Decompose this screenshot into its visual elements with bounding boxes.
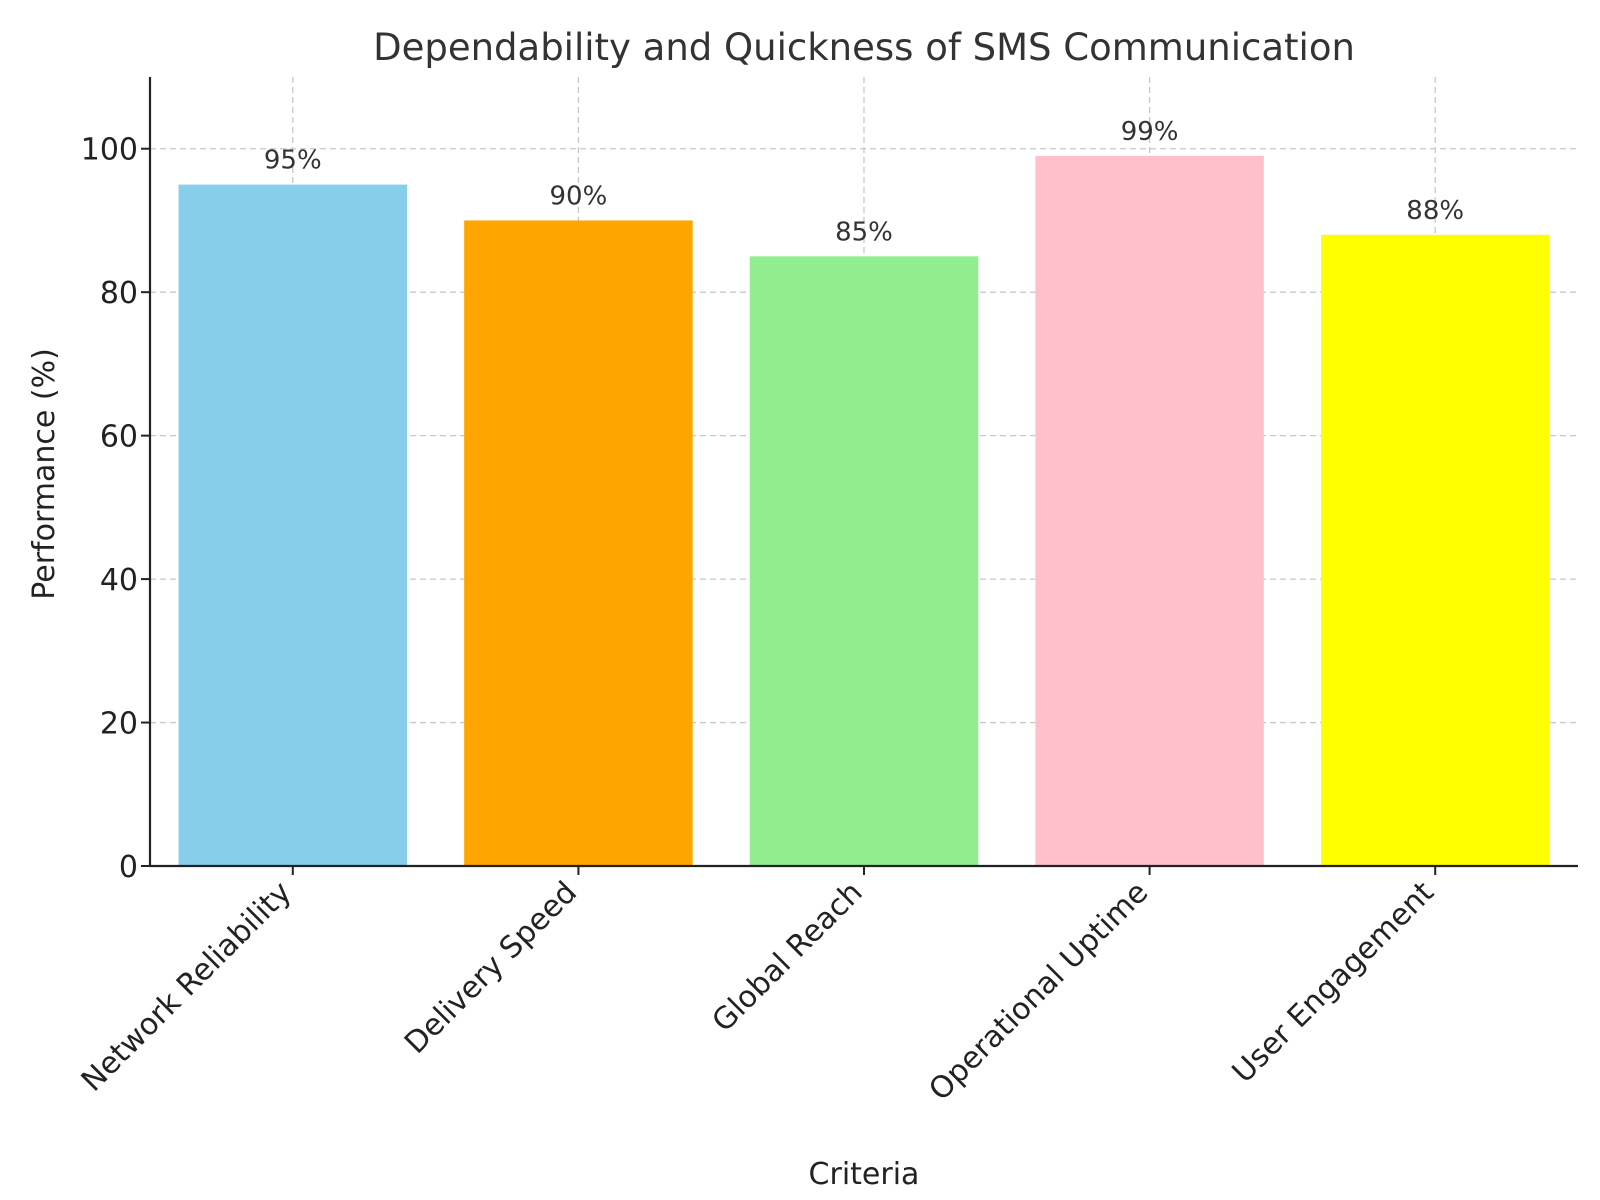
y-axis-label: Performance (%)	[27, 348, 62, 600]
x-tick-label-1: Delivery Speed	[398, 875, 584, 1061]
bar-4	[1320, 234, 1550, 867]
data-label-0: 95%	[264, 146, 322, 176]
y-tick-label-4: 80	[100, 276, 138, 311]
y-tick-label-0: 0	[119, 850, 138, 885]
x-axis-label: Criteria	[809, 1157, 920, 1192]
x-tick-label-4: User Engagement	[1226, 875, 1441, 1090]
x-tick-label-2: Global Reach	[706, 875, 870, 1039]
bars	[178, 155, 1550, 867]
y-tick-label-5: 100	[81, 133, 138, 168]
bar-1	[464, 220, 693, 867]
data-label-1: 90%	[550, 181, 608, 211]
y-tick-label-3: 60	[100, 420, 138, 455]
y-tick-label-1: 20	[100, 707, 138, 742]
data-label-3: 99%	[1121, 117, 1179, 147]
bar-2	[749, 256, 979, 866]
data-label-2: 85%	[835, 217, 893, 247]
data-labels: 95% 90% 85% 99% 88%	[264, 117, 1464, 247]
bar-3	[1035, 155, 1264, 866]
bar-0	[178, 184, 408, 866]
chart-title: Dependability and Quickness of SMS Commu…	[373, 26, 1355, 69]
x-tick-label-0: Network Reliability	[75, 875, 299, 1099]
y-tick-label-2: 40	[100, 563, 138, 598]
x-ticks: Network Reliability Delivery Speed Global …	[75, 866, 1441, 1108]
data-label-4: 88%	[1406, 196, 1464, 226]
x-tick-label-3: Operational Uptime	[922, 875, 1155, 1108]
y-ticks: 0 20 40 60 80 100	[81, 133, 150, 885]
